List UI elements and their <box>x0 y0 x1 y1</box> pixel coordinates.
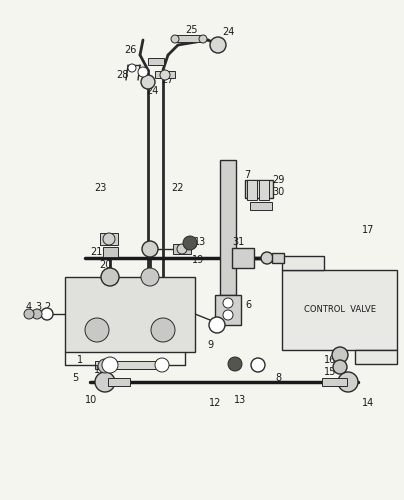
Circle shape <box>141 268 159 286</box>
Circle shape <box>338 372 358 392</box>
Text: 14: 14 <box>362 398 374 408</box>
Bar <box>103 247 118 257</box>
Circle shape <box>151 318 175 342</box>
Bar <box>100 233 118 245</box>
Text: 17: 17 <box>362 225 374 235</box>
Bar <box>250 202 272 210</box>
Bar <box>148 58 164 65</box>
Text: 18: 18 <box>186 240 198 250</box>
Text: CONTROL  VALVE: CONTROL VALVE <box>303 306 375 314</box>
Text: 10: 10 <box>85 395 97 405</box>
Text: 21: 21 <box>90 247 102 257</box>
Text: 25: 25 <box>186 25 198 35</box>
Circle shape <box>95 372 115 392</box>
Circle shape <box>251 358 265 372</box>
Circle shape <box>41 308 53 320</box>
Text: 2: 2 <box>44 302 50 312</box>
Bar <box>322 378 347 386</box>
Text: 13: 13 <box>234 395 246 405</box>
Circle shape <box>141 75 155 89</box>
Text: 13: 13 <box>194 237 206 247</box>
Bar <box>173 244 191 254</box>
Text: 24: 24 <box>146 86 158 96</box>
Bar <box>155 71 175 78</box>
Circle shape <box>24 309 34 319</box>
Text: 23: 23 <box>94 183 106 193</box>
Circle shape <box>177 244 187 254</box>
Bar <box>215 295 241 325</box>
Text: 24: 24 <box>222 27 234 37</box>
Text: 11: 11 <box>94 365 106 375</box>
Bar <box>232 248 254 268</box>
Text: 4: 4 <box>26 302 32 312</box>
Circle shape <box>102 357 118 373</box>
Text: 3: 3 <box>35 302 41 312</box>
Text: 5: 5 <box>72 373 78 383</box>
Circle shape <box>261 252 273 264</box>
Text: 9: 9 <box>207 340 213 350</box>
Text: 11: 11 <box>144 270 156 280</box>
Circle shape <box>103 233 115 245</box>
Text: 22: 22 <box>172 183 184 193</box>
Circle shape <box>223 298 233 308</box>
Text: 30: 30 <box>272 187 284 197</box>
Circle shape <box>209 317 225 333</box>
Bar <box>108 378 130 386</box>
Circle shape <box>85 318 109 342</box>
Bar <box>175 35 203 42</box>
Circle shape <box>183 236 197 250</box>
Circle shape <box>155 358 169 372</box>
Text: 16: 16 <box>324 355 336 365</box>
Text: 31: 31 <box>232 237 244 247</box>
Text: 26: 26 <box>124 45 136 55</box>
Circle shape <box>160 70 170 80</box>
Text: 15: 15 <box>324 367 336 377</box>
Bar <box>245 180 273 198</box>
Circle shape <box>98 359 112 373</box>
Circle shape <box>32 309 42 319</box>
Text: 20: 20 <box>99 260 111 270</box>
Bar <box>282 270 397 350</box>
Text: 29: 29 <box>272 175 284 185</box>
Bar <box>259 180 269 200</box>
Circle shape <box>101 268 119 286</box>
Bar <box>220 160 236 295</box>
Circle shape <box>223 310 233 320</box>
Bar <box>272 253 284 263</box>
Circle shape <box>333 360 347 374</box>
Circle shape <box>210 37 226 53</box>
Text: 7: 7 <box>244 170 250 180</box>
Text: 12: 12 <box>209 398 221 408</box>
Text: 27: 27 <box>162 75 174 85</box>
Bar <box>65 277 195 352</box>
Text: 6: 6 <box>245 300 251 310</box>
Circle shape <box>332 347 348 363</box>
Circle shape <box>199 35 207 43</box>
Bar <box>355 350 397 364</box>
Circle shape <box>128 64 136 72</box>
Circle shape <box>138 67 148 77</box>
Text: 28: 28 <box>116 70 128 80</box>
Circle shape <box>228 357 242 371</box>
Text: 1: 1 <box>77 355 83 365</box>
Circle shape <box>171 35 179 43</box>
Text: 19: 19 <box>192 255 204 265</box>
Circle shape <box>142 241 158 257</box>
Bar <box>95 361 160 369</box>
Text: 8: 8 <box>275 373 281 383</box>
Text: 11: 11 <box>104 270 116 280</box>
Bar <box>282 256 324 270</box>
Bar <box>247 180 257 200</box>
